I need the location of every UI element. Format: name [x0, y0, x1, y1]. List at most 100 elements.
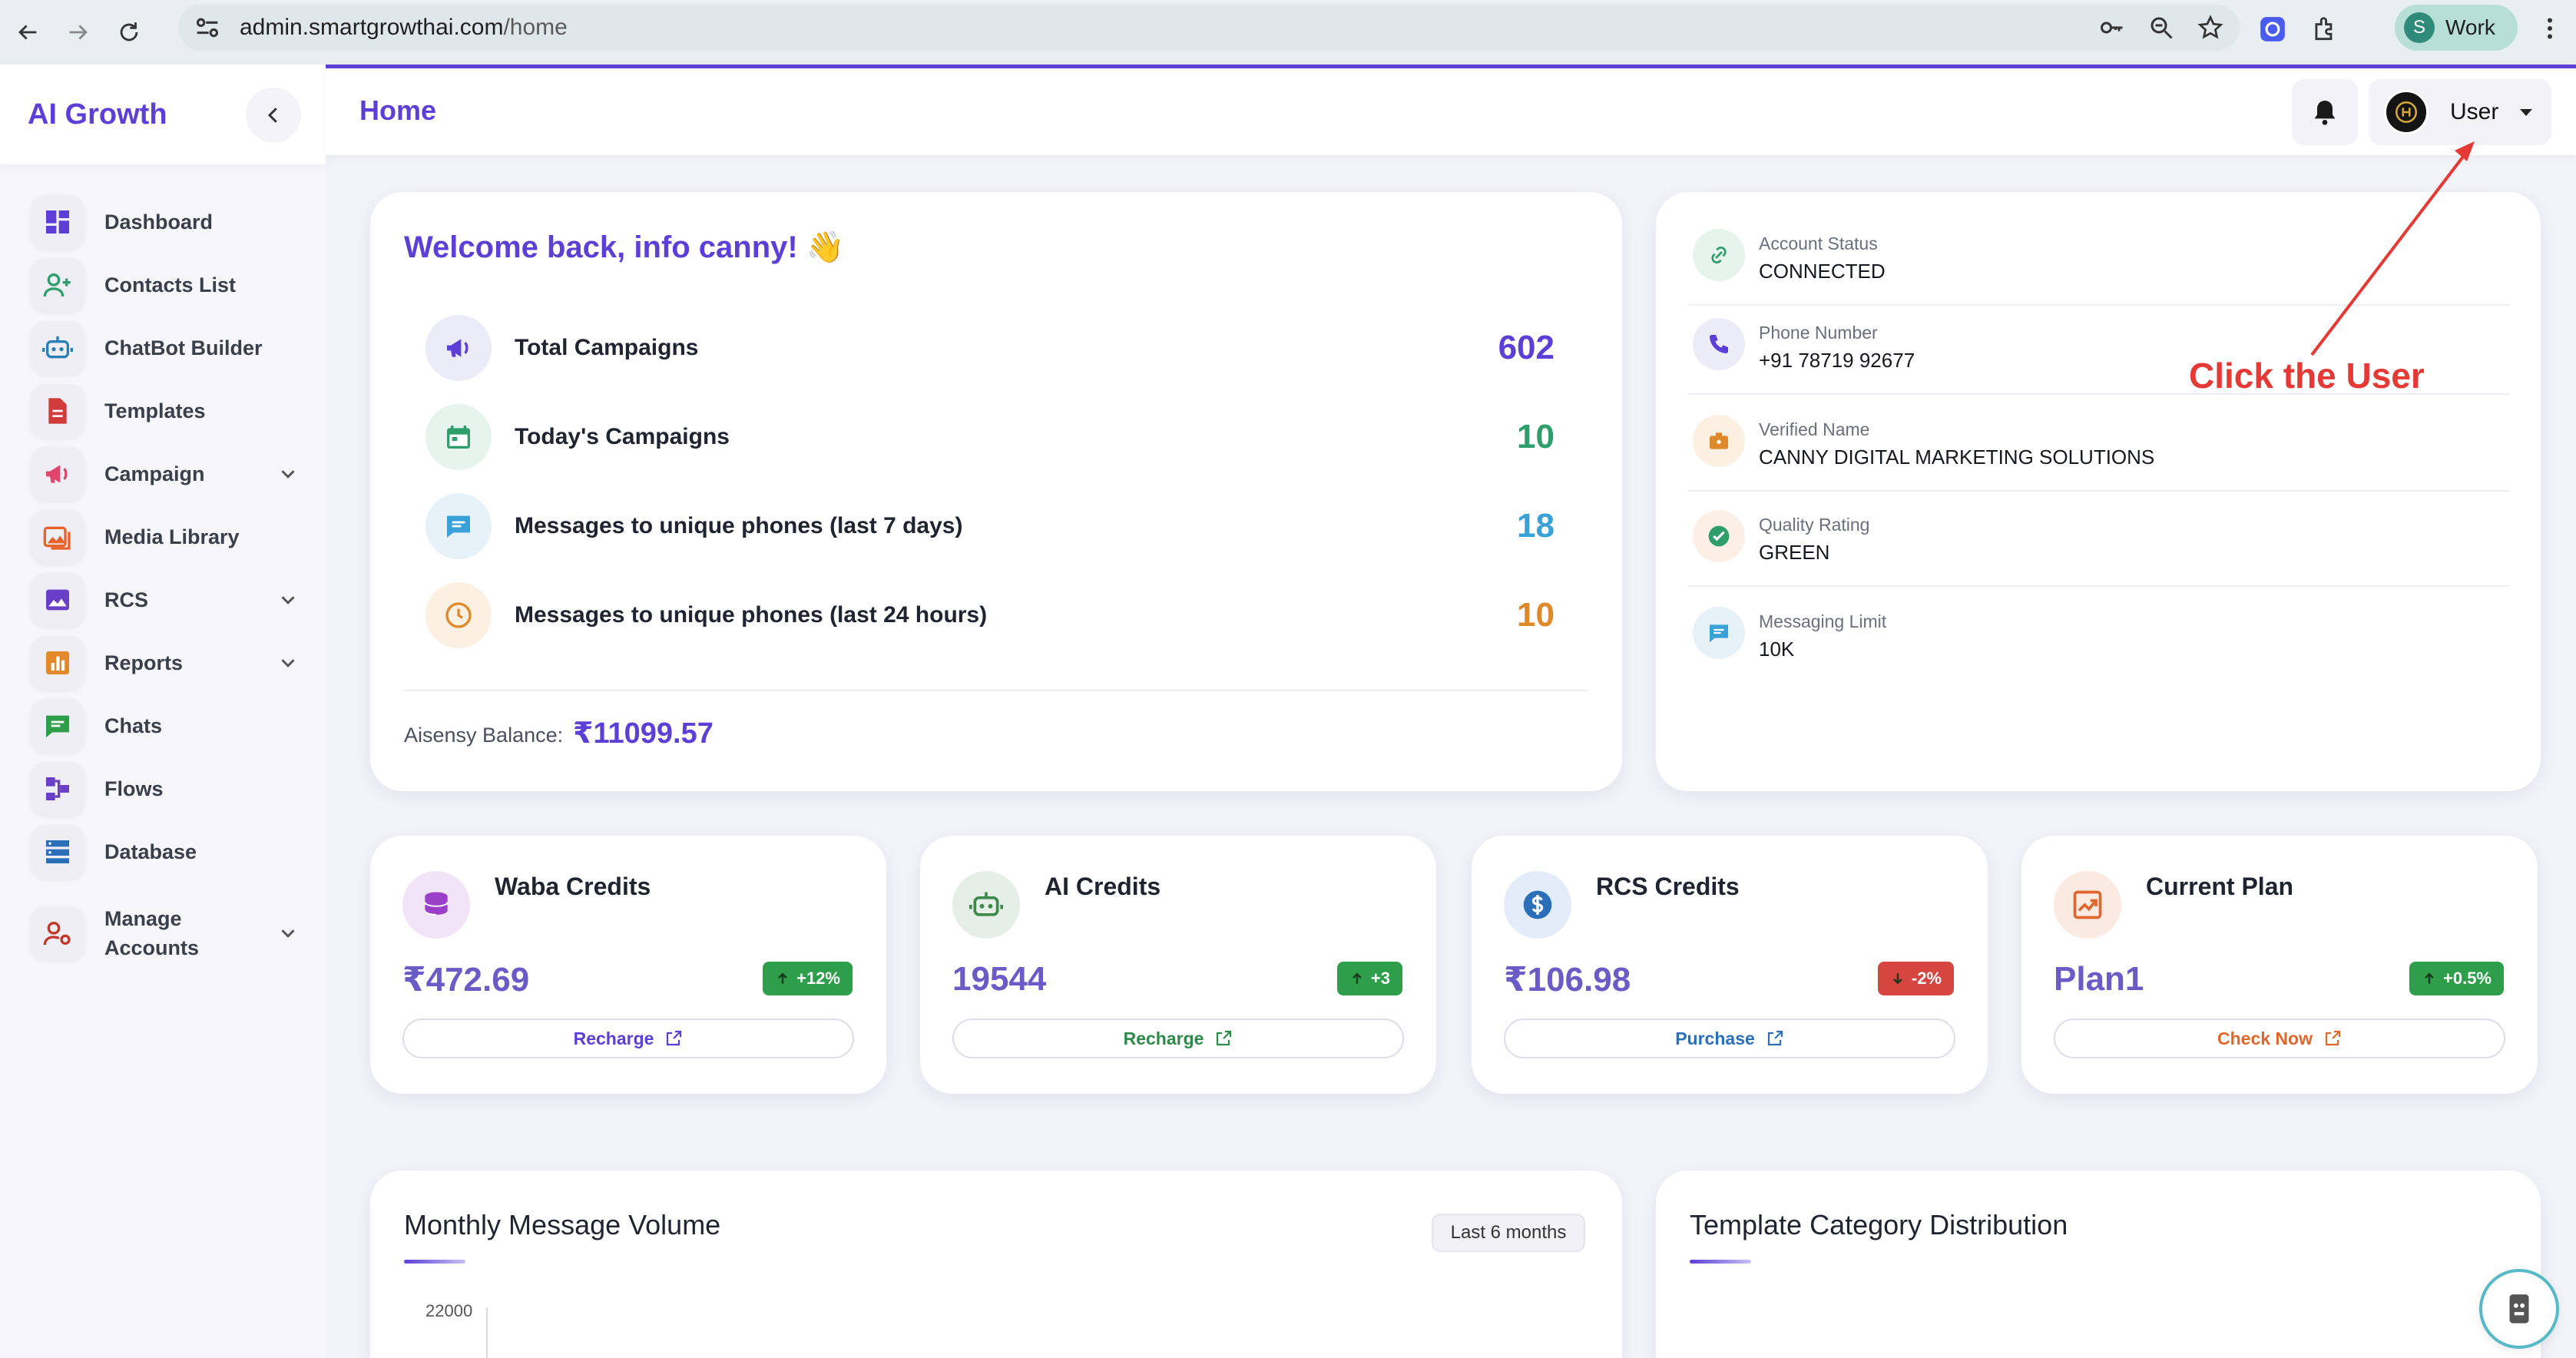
account-row: Verified Name CANNY DIGITAL MARKETING SO…: [1688, 395, 2510, 492]
stat-label: Messages to unique phones (last 7 days): [515, 513, 963, 538]
sidebar-item-chats[interactable]: Chats: [31, 696, 300, 756]
sidebar-item-manage-accounts[interactable]: Manage Accounts: [31, 903, 300, 963]
rcs-creditscard: RCS Credits ₹106.98 -2% Purchase: [1472, 836, 1988, 1094]
external-link-icon: [1217, 1030, 1232, 1046]
arrow-up-icon: [778, 972, 787, 984]
more-vertical-icon: [2548, 18, 2552, 39]
chevron-down-icon[interactable]: [276, 922, 300, 945]
address-bar[interactable]: admin.smartgrowthai.com/home: [178, 5, 2240, 51]
stat-label: Total Campaigns: [515, 335, 699, 360]
stat-value: 18: [1517, 507, 1555, 545]
images-icon-tile: [31, 510, 84, 564]
account-label: Phone Number: [1759, 323, 1878, 343]
chevron-down-icon[interactable]: [276, 588, 300, 611]
sidebar-item-templates[interactable]: Templates: [31, 381, 300, 441]
title-underline: [1690, 1260, 1751, 1264]
button-label: Recharge: [1123, 1028, 1204, 1048]
template-distribution-title: Template Category Distribution: [1690, 1209, 2068, 1240]
user-name: User: [2450, 99, 2499, 124]
trend-badge: +0.5%: [2409, 962, 2504, 995]
collapse-sidebar-button[interactable]: [246, 88, 301, 143]
robot-icon: [969, 892, 1003, 916]
notifications-button[interactable]: [2292, 79, 2358, 145]
sidebar-item-label: Database: [104, 840, 197, 863]
back-button[interactable]: [5, 9, 51, 55]
manage-users-icon-tile: [31, 906, 84, 960]
account-value: CANNY DIGITAL MARKETING SOLUTIONS: [1759, 445, 2155, 469]
badge-icon: [1710, 432, 1728, 449]
account-info-card: Account Status CONNECTED Phone Number +9…: [1656, 192, 2541, 791]
y-axis-tick: 22000: [425, 1301, 473, 1320]
sidebar-item-label: Reports: [104, 651, 184, 674]
profile-button[interactable]: S Work: [2395, 5, 2518, 51]
button-label: Purchase: [1675, 1028, 1755, 1048]
sidebar-item-label: ChatBot Builder: [104, 336, 263, 359]
annotation-text: Click the User: [2189, 356, 2425, 396]
arrow-left-icon: [18, 25, 37, 40]
account-row: Phone Number +91 78719 92677: [1688, 298, 2510, 395]
credit-value: ₹106.98: [1504, 961, 1631, 999]
arrow-right-icon: [69, 25, 88, 40]
sidebar-item-media-library[interactable]: Media Library: [31, 507, 300, 567]
bell-icon: [2314, 101, 2336, 125]
chat-icon: [447, 515, 470, 538]
external-link-icon: [2325, 1030, 2341, 1046]
chat-icon: [46, 715, 69, 737]
recharge-button[interactable]: Recharge: [952, 1019, 1404, 1058]
puzzle-icon[interactable]: [2310, 15, 2339, 44]
check-circle-icon: [1708, 525, 1730, 547]
credit-title: Current Plan: [2146, 873, 2294, 900]
sidebar-item-reports[interactable]: Reports: [31, 633, 300, 693]
link-icon: [1711, 247, 1727, 263]
user-menu-button[interactable]: User: [2369, 79, 2551, 145]
chevron-down-icon[interactable]: [276, 651, 300, 674]
reload-button[interactable]: [106, 9, 152, 55]
reload-icon: [120, 22, 138, 41]
url-text: admin.smartgrowthai.com/home: [240, 15, 568, 40]
account-label: Verified Name: [1759, 419, 1870, 439]
sidebar-item-label: Campaign: [104, 462, 205, 485]
star-icon[interactable]: [2197, 14, 2224, 41]
key-icon[interactable]: [2098, 14, 2126, 41]
zoom-icon[interactable]: [2147, 14, 2175, 41]
stat-icon-circle: [425, 404, 492, 470]
divider: [404, 690, 1587, 691]
account-icon-circle: [1693, 415, 1745, 467]
sidebar-item-label: Flows: [104, 777, 164, 800]
trend-badge-text: +3: [1370, 969, 1390, 988]
stat-icon-circle: [425, 315, 492, 381]
recharge-button[interactable]: Recharge: [402, 1019, 854, 1058]
clock-icon: [445, 602, 472, 628]
chevron-down-icon[interactable]: [276, 462, 300, 485]
manage-users-icon: [43, 922, 71, 946]
sidebar-item-campaign[interactable]: Campaign: [31, 444, 300, 504]
sidebar-item-label: Contacts List: [104, 273, 237, 296]
add-contact-icon-tile: [31, 258, 84, 312]
monthly-volume-card: Monthly Message Volume Last 6 months 220…: [370, 1171, 1622, 1358]
browser-menu-button[interactable]: [2535, 9, 2565, 48]
help-widget-button[interactable]: [2479, 1269, 2559, 1349]
brand-logo: AI Growth: [28, 98, 167, 131]
sidebar-item-rcs[interactable]: RCS: [31, 570, 300, 630]
sidebar-item-label: Dashboard: [104, 210, 214, 234]
sidebar-item-dashboard[interactable]: Dashboard: [31, 192, 300, 252]
bar-chart-icon: [46, 651, 69, 674]
document-icon: [48, 398, 67, 424]
forward-button[interactable]: [55, 9, 101, 55]
sidebar-item-flows[interactable]: Flows: [31, 759, 300, 819]
sidebar-item-database[interactable]: Database: [31, 822, 300, 882]
add-contact-icon: [43, 273, 71, 297]
brand-area: AI Growth: [0, 65, 326, 164]
trend-badge: +12%: [763, 962, 853, 995]
sidebar-item-chatbot-builder[interactable]: ChatBot Builder: [31, 318, 300, 378]
account-row: Messaging Limit 10K: [1688, 587, 2510, 684]
sidebar-item-contacts-list[interactable]: Contacts List: [31, 255, 300, 315]
trend-badge: +3: [1336, 962, 1402, 995]
range-selector[interactable]: Last 6 months: [1432, 1214, 1585, 1252]
extension-icon[interactable]: [2258, 15, 2287, 44]
check-now-button[interactable]: Check Now: [2054, 1019, 2505, 1058]
trend-badge-text: +0.5%: [2443, 969, 2492, 988]
purchase-button[interactable]: Purchase: [1504, 1019, 1955, 1058]
chevron-left-icon: [267, 108, 277, 123]
site-settings-icon[interactable]: [192, 12, 223, 43]
